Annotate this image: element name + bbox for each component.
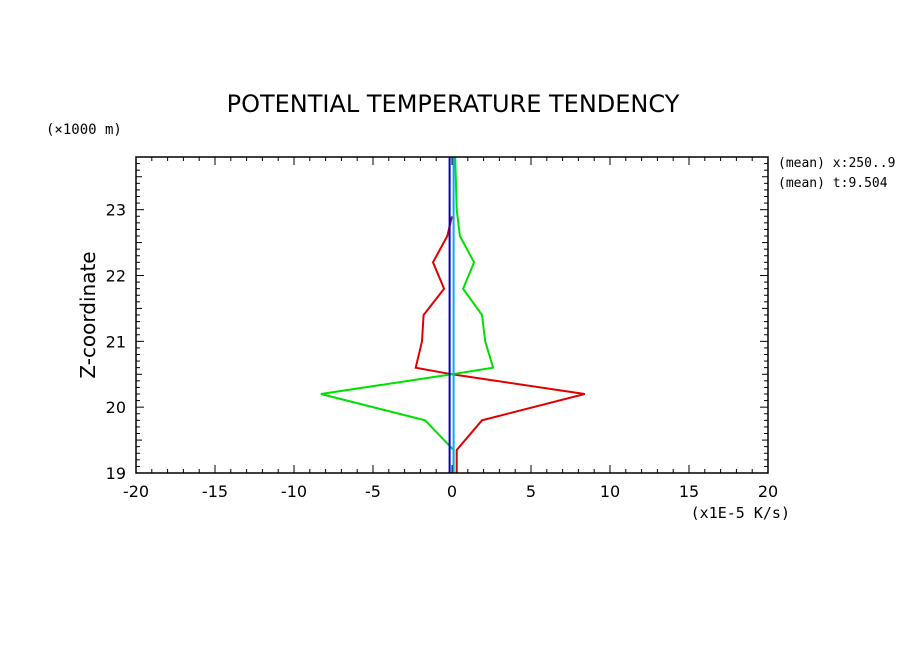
x-unit-label: (x1E-5 K/s): [691, 504, 790, 522]
series-line-2: [320, 156, 495, 473]
x-tick-label: 0: [447, 482, 457, 501]
x-tick-label: -15: [202, 482, 228, 501]
x-tick-label: 10: [600, 482, 620, 501]
x-tick-label: 15: [679, 482, 699, 501]
y-tick-label: 19: [106, 464, 126, 483]
y-axis-label: Z-coordinate: [76, 251, 100, 378]
series-line-1: [414, 216, 585, 473]
axis-ticks: [135, 156, 769, 474]
x-tick-label: -10: [281, 482, 307, 501]
series-lines: [320, 156, 585, 473]
plot-frame: [135, 156, 769, 474]
x-tick-label: -5: [365, 482, 381, 501]
chart-title: POTENTIAL TEMPERATURE TENDENCY: [227, 90, 680, 118]
y-tick-label: 23: [106, 201, 126, 220]
x-tick-label: 20: [758, 482, 778, 501]
y-tick-label: 21: [106, 332, 126, 351]
y-tick-label: 20: [106, 398, 126, 417]
x-tick-label: 5: [526, 482, 536, 501]
axis-tick-labels: -20 -15 -10 -5 0 5 10 15 20 19 20 21 22 23: [106, 201, 779, 501]
annotation-mean-t: (mean) t:9.504: [778, 176, 888, 191]
y-unit-label: (×1000 m): [46, 122, 122, 138]
y-tick-label: 22: [106, 267, 126, 286]
annotation-mean-x: (mean) x:250..9: [778, 156, 895, 171]
x-tick-label: -20: [123, 482, 149, 501]
